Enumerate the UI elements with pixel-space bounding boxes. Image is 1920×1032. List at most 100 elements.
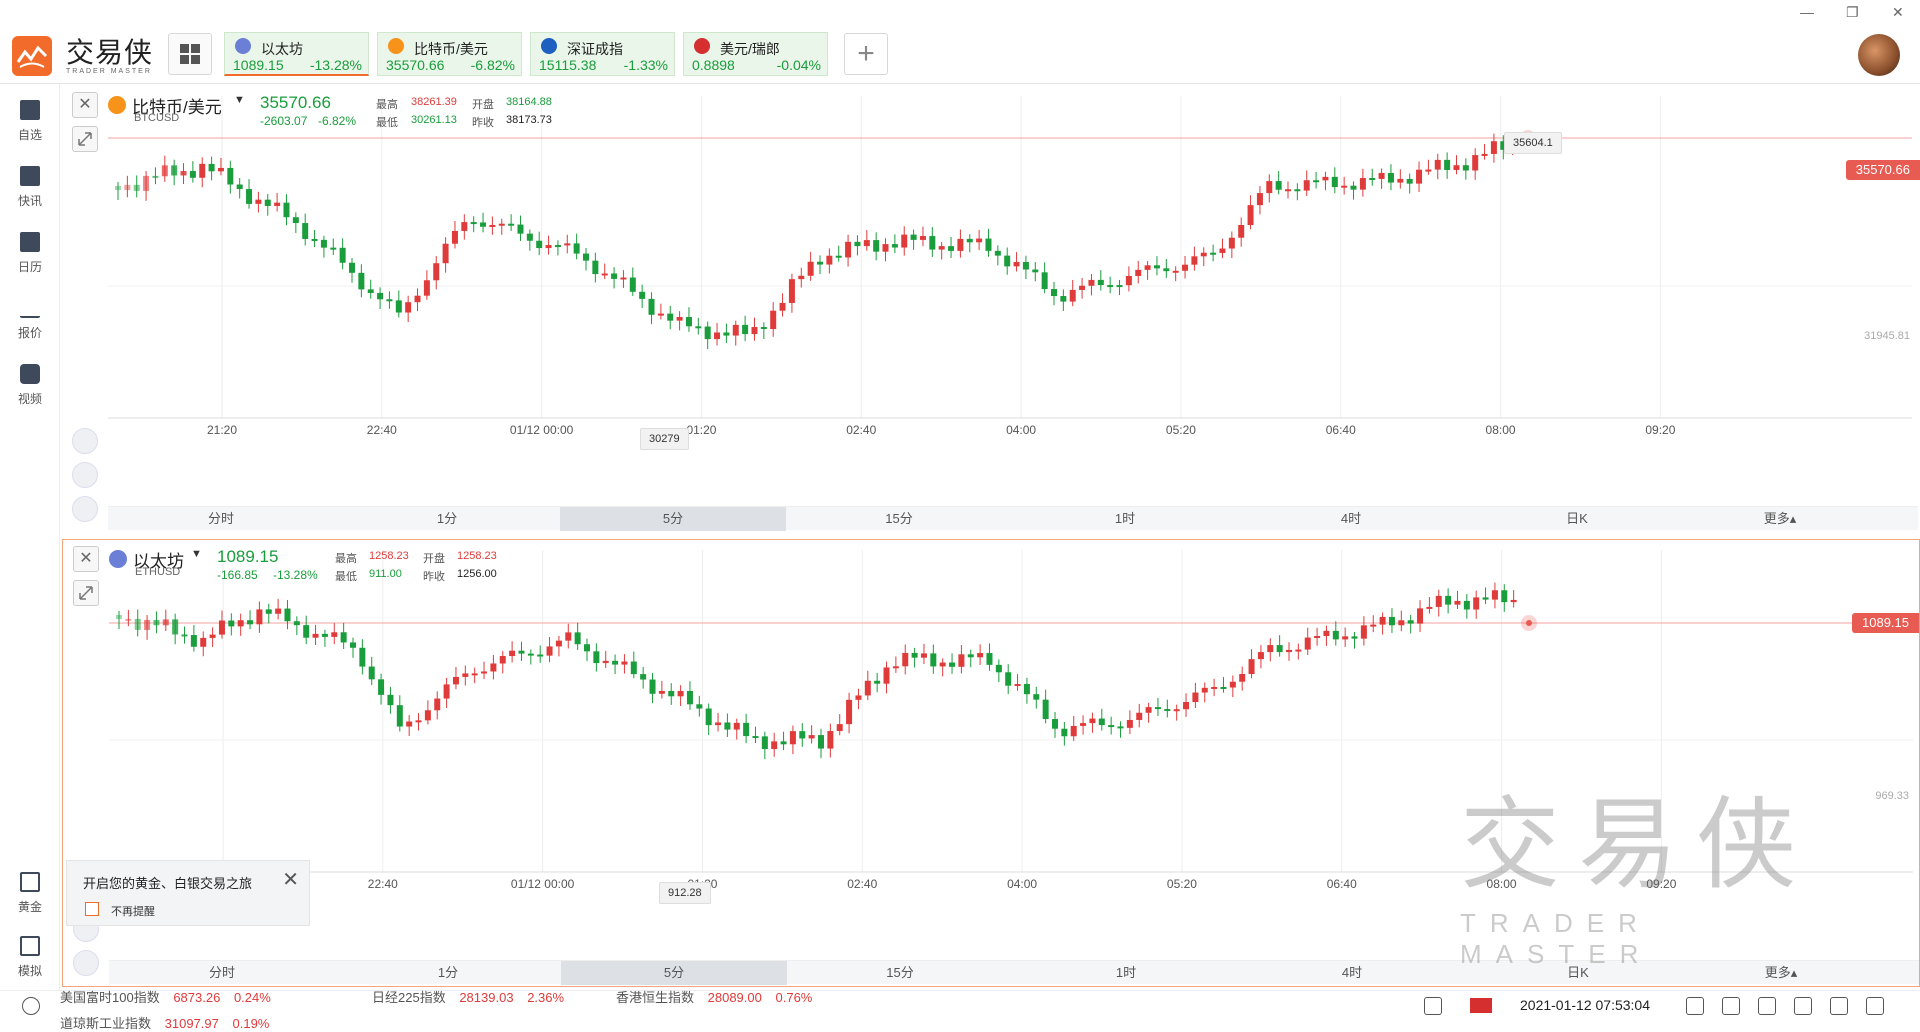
candle [133,175,140,198]
sidebar-item-simulate[interactable]: 模拟 [0,936,60,979]
candle [629,267,636,296]
expand-panel-button[interactable] [73,580,99,606]
candle [1097,270,1104,291]
candle [423,270,430,300]
timeframe-7[interactable]: 更多▴ [1764,965,1798,980]
timeframe-4[interactable]: 1时 [1114,511,1136,526]
close-window-button[interactable]: ✕ [1892,4,1904,20]
candle [565,623,572,649]
dont-remind-checkbox[interactable] [85,902,99,916]
calendar-icon [20,232,40,252]
restore-button[interactable]: ❐ [1846,4,1859,20]
candle [1481,143,1488,160]
layout-grid-button[interactable] [168,33,212,75]
candle [1510,590,1517,608]
headset-icon[interactable] [22,997,40,1015]
expand-panel-button[interactable] [72,126,98,152]
candle [1163,259,1170,278]
close-panel-button[interactable]: ✕ [72,92,98,118]
news-icon [20,166,40,186]
chevron-up-icon[interactable] [1758,997,1776,1015]
candle [771,732,778,757]
tools-icon[interactable] [1722,997,1740,1015]
expand-icon [78,132,92,146]
timeframe-0[interactable]: 分时 [208,965,235,980]
chart-style-button[interactable] [73,950,99,976]
close-icon[interactable]: ✕ [282,869,299,891]
symbol-name[interactable]: 以太坊 [133,552,184,571]
candle [115,182,121,200]
candle [1191,246,1198,271]
candle [967,649,974,668]
candle [1387,164,1394,191]
cursor-tool-icon[interactable] [1424,997,1442,1015]
candle [405,295,412,323]
chevron-down-icon[interactable]: ▼ [234,94,245,106]
close-panel-button[interactable]: ✕ [73,546,99,572]
candlestick-chart-btc[interactable]: 21:20 22:40 01/12 00:00 01:20 02:40 04:00 05:2… [62,86,1920,486]
ticker-price: 1089.15 [233,57,284,73]
candle [1314,627,1321,646]
timeframe-6[interactable]: 日K [1566,511,1588,526]
candle [789,725,796,755]
add-ticker-button[interactable]: + [844,33,888,75]
screenshot-icon[interactable] [1686,997,1704,1015]
settings-icon[interactable] [1866,997,1884,1015]
mute-icon[interactable] [1830,997,1848,1015]
candle [1088,273,1095,296]
prev-close-value: 1256.00 [457,568,497,580]
candle [227,160,234,194]
candle [949,653,956,674]
candle [723,323,730,343]
candle [1304,627,1311,655]
timeframe-2[interactable]: 5分 [561,961,787,985]
candle [1135,260,1142,284]
sidebar-item-video[interactable]: 视频 [0,364,60,407]
ticker-tab-usdchf[interactable]: 美元/瑞郎 0.8898 -0.04% [683,32,828,76]
chart-style-button[interactable] [72,496,98,522]
candle [218,610,225,639]
timeframe-5[interactable]: 4时 [1341,965,1363,980]
candle [171,159,178,186]
open-value: 1258.23 [457,550,497,562]
timeframe-1[interactable]: 1分 [437,965,459,980]
timeframe-5[interactable]: 4时 [1340,511,1362,526]
timeframe-7[interactable]: 更多▴ [1763,511,1797,526]
draw-pen-button[interactable] [72,462,98,488]
candle [1463,593,1470,619]
ticker-name: 深证成指 [567,41,623,57]
sidebar-item-gold[interactable]: 黄金 [0,872,60,915]
timeframe-2[interactable]: 5分 [560,507,786,531]
sidebar-item-news[interactable]: 快讯 [0,166,60,209]
candle [901,226,908,256]
user-avatar[interactable] [1858,34,1900,76]
sidebar-item-quotes[interactable]: 报价 [0,298,60,341]
ticker-tab-btc[interactable]: 比特币/美元 35570.66 -6.82% [377,32,522,76]
low-value: 911.00 [369,568,402,580]
timeframe-1[interactable]: 1分 [436,511,458,526]
timeframe-3[interactable]: 15分 [885,511,913,526]
ticker-tab-eth[interactable]: 以太坊 1089.15 -13.28% [224,32,369,76]
ethereum-icon [109,550,127,568]
prev-close-value: 38173.73 [506,114,552,126]
symbol-name[interactable]: 比特币/美元 [132,98,222,117]
sidebar-item-calendar[interactable]: 日历 [0,232,60,275]
candle [667,305,674,330]
timeframe-4[interactable]: 1时 [1115,965,1137,980]
sidebar-label: 自选 [17,128,42,142]
star-bookmark-icon [20,100,40,120]
timeframe-0[interactable]: 分时 [207,511,234,526]
chevron-down-icon[interactable]: ▼ [191,548,202,560]
timeframe-6[interactable]: 日K [1567,965,1589,980]
x-tick-label: 05:20 [1167,877,1197,891]
sidebar-item-watchlist[interactable]: 自选 [0,100,60,143]
timeframe-3[interactable]: 15分 [886,965,914,980]
indicator-tool-button[interactable] [72,428,98,454]
market-value: 6873.26 [173,990,221,1005]
dont-remind-label[interactable]: 不再提醒 [111,906,155,918]
minimize-button[interactable]: — [1800,4,1814,20]
candle [1136,703,1143,728]
camera-icon[interactable] [1794,997,1812,1015]
ticker-tab-szci[interactable]: 深证成指 15115.38 -1.33% [530,32,675,76]
